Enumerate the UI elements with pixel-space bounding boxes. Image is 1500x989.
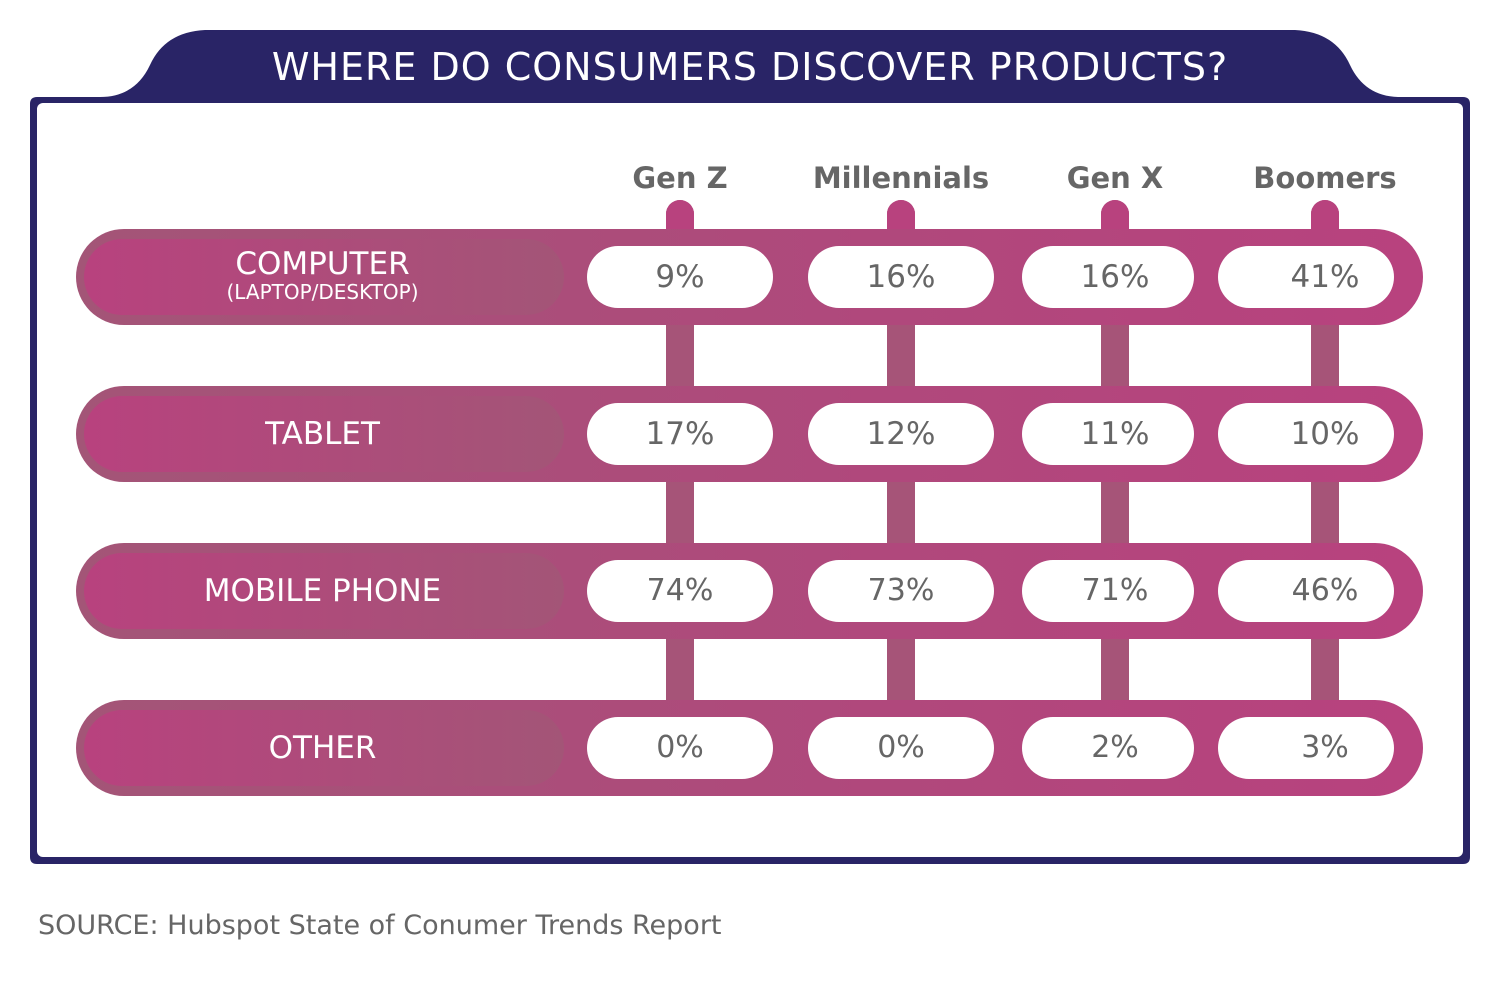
- value-label: 11%: [1080, 416, 1150, 452]
- value-pill: [1218, 403, 1394, 465]
- row-label-pill: [84, 553, 564, 629]
- value-label: 46%: [1291, 573, 1359, 608]
- value-label: 0%: [877, 730, 925, 765]
- value-pill: [808, 560, 994, 622]
- row-label-pill: [84, 396, 564, 472]
- value-pill: [587, 560, 773, 622]
- value-pill: [587, 717, 773, 779]
- value-label: 2%: [1091, 730, 1139, 765]
- row-label: TABLET: [90, 417, 555, 451]
- row-label: MOBILE PHONE: [90, 574, 555, 608]
- value-pill: [587, 403, 773, 465]
- value-pill: [1022, 403, 1194, 465]
- value-label: 0%: [656, 730, 704, 765]
- column-header: Boomers: [1253, 161, 1397, 195]
- row-label: OTHER: [90, 731, 555, 765]
- row-label: COMPUTER (LAPTOP/DESKTOP): [90, 247, 555, 303]
- value-pill: [1218, 560, 1394, 622]
- value-pill: [1218, 246, 1394, 308]
- row-label-main: MOBILE PHONE: [203, 573, 442, 609]
- value-label: 9%: [655, 259, 705, 295]
- value-label: 12%: [866, 416, 936, 452]
- value-pill: [1218, 717, 1394, 779]
- value-label: 10%: [1290, 416, 1360, 452]
- value-label: 73%: [867, 573, 935, 608]
- value-label: 16%: [1080, 259, 1150, 295]
- value-pill: [808, 717, 994, 779]
- value-label: 74%: [646, 573, 714, 608]
- value-label: 3%: [1301, 730, 1349, 765]
- value-pill: [587, 246, 773, 308]
- row-label-main: TABLET: [265, 416, 380, 452]
- value-pill: [808, 246, 994, 308]
- row-label-main: OTHER: [268, 730, 377, 766]
- column-header: Gen Z: [632, 161, 728, 195]
- value-pill: [1022, 717, 1194, 779]
- value-label: 71%: [1081, 573, 1149, 608]
- value-pill: [808, 403, 994, 465]
- row-label-pill: [84, 710, 564, 786]
- value-label: 41%: [1290, 259, 1360, 295]
- value-label: 16%: [866, 259, 936, 295]
- value-pill: [1022, 560, 1194, 622]
- row-label-main: COMPUTER: [235, 246, 410, 282]
- source-note: SOURCE: Hubspot State of Conumer Trends …: [38, 910, 722, 941]
- value-label: 17%: [645, 416, 715, 452]
- chart-title: WHERE DO CONSUMERS DISCOVER PRODUCTS?: [271, 45, 1229, 89]
- chart-marks: [76, 200, 1423, 796]
- row-label-sub: (LAPTOP/DESKTOP): [226, 280, 419, 304]
- column-header: Millennials: [812, 161, 990, 195]
- value-pill: [1022, 246, 1194, 308]
- column-header: Gen X: [1066, 161, 1164, 195]
- row-label-pill: [84, 239, 564, 315]
